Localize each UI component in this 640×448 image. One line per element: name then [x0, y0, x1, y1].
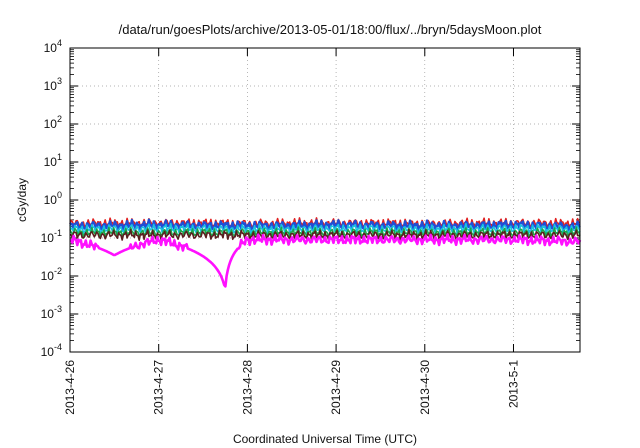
chart-title: /data/run/goesPlots/archive/2013-05-01/1… — [119, 22, 542, 37]
plot-frame — [69, 47, 581, 353]
y-tick-label: 100 — [44, 190, 62, 207]
y-tick-label: 103 — [44, 76, 62, 93]
series-line — [69, 222, 581, 235]
x-axis-label: Coordinated Universal Time (UTC) — [233, 432, 417, 446]
x-tick-label: 2013-4-29 — [329, 360, 343, 415]
x-tick-label: 2013-4-27 — [152, 360, 166, 415]
x-tick-label: 2013-5-1 — [506, 360, 520, 408]
y-tick-exponent: 4 — [57, 38, 62, 48]
y-tick-mantissa: 10 — [44, 155, 58, 169]
x-tick-label: 2013-4-28 — [240, 360, 254, 415]
y-tick-exponent: 3 — [57, 76, 62, 86]
y-tick-exponent: -4 — [54, 342, 62, 352]
y-tick-mantissa: 10 — [44, 79, 58, 93]
y-tick-label: 102 — [44, 114, 62, 131]
x-axis: 2013-4-26 2013-4-27 2013-4-28 2013-4-29 2013… — [63, 48, 520, 415]
y-tick-label: 10-2 — [41, 266, 62, 283]
y-tick-exponent: 0 — [57, 190, 62, 200]
y-tick-exponent: 2 — [57, 114, 62, 124]
y-tick-label: 10-1 — [41, 228, 62, 245]
x-tick-label: 2013-4-30 — [418, 360, 432, 415]
y-tick-mantissa: 10 — [44, 41, 58, 55]
y-tick-mantissa: 10 — [44, 193, 58, 207]
y-tick-mantissa: 10 — [41, 345, 55, 359]
y-tick-mantissa: 10 — [41, 269, 55, 283]
y-tick-label: 10-3 — [41, 304, 62, 321]
y-tick-exponent: -1 — [54, 228, 62, 238]
y-tick-label: 10-4 — [41, 342, 62, 359]
y-tick-exponent: -2 — [54, 266, 62, 276]
y-tick-exponent: 1 — [57, 152, 62, 162]
y-axis-label: cGy/day — [15, 178, 29, 222]
y-tick-exponent: -3 — [54, 304, 62, 314]
y-tick-label: 101 — [44, 152, 62, 169]
series-line — [69, 228, 581, 242]
y-tick-mantissa: 10 — [44, 117, 58, 131]
x-tick-label: 2013-4-26 — [63, 360, 77, 415]
series-line — [69, 233, 582, 288]
y-tick-mantissa: 10 — [41, 231, 55, 245]
series-layer — [69, 217, 582, 288]
y-tick-label: 104 — [44, 38, 62, 55]
grid — [70, 48, 580, 352]
y-tick-mantissa: 10 — [41, 307, 55, 321]
